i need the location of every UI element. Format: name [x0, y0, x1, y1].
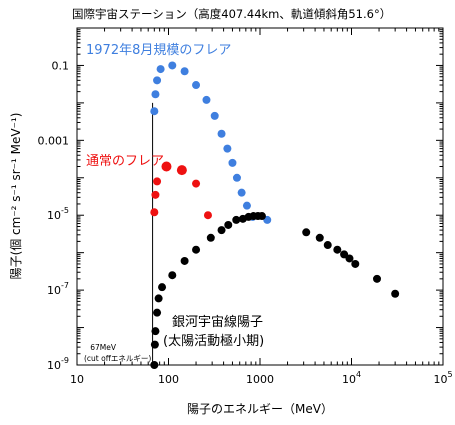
data-point [391, 289, 400, 298]
data-points [150, 61, 400, 369]
x-tick-label: 1000 [246, 373, 274, 386]
data-point [151, 90, 160, 99]
data-point [315, 233, 324, 242]
data-point [153, 76, 162, 85]
data-point [242, 201, 251, 210]
data-point [168, 61, 177, 70]
data-point [206, 233, 215, 242]
data-point [180, 67, 189, 76]
data-point [345, 254, 354, 263]
y-tick-label: 10-5 [47, 206, 69, 222]
data-point [223, 144, 232, 153]
data-point [176, 165, 187, 176]
data-point [156, 65, 165, 74]
data-point [150, 361, 159, 369]
data-point [151, 327, 160, 336]
data-point [210, 111, 219, 120]
y-tick-label: 0.001 [38, 134, 70, 147]
data-point [373, 274, 382, 283]
data-point [217, 226, 226, 235]
data-point [224, 220, 233, 229]
cutoff-note: (cut offエネルギー) [84, 354, 151, 363]
data-point [151, 190, 160, 199]
data-point [150, 107, 159, 116]
x-tick-label: 105 [433, 370, 452, 386]
data-point [333, 245, 342, 254]
series-label-gcr-note: (太陽活動極小期) [163, 333, 264, 349]
cutoff-marker: 67MeV (cut offエネルギー) [84, 102, 154, 365]
chart-title: 国際宇宙ステーション（高度407.44km、軌道傾斜角51.6°） [72, 7, 391, 21]
x-tick-label: 100 [158, 373, 179, 386]
data-point [153, 177, 162, 186]
y-tick-label: 10-9 [47, 356, 69, 372]
data-point [192, 245, 201, 254]
data-point [154, 294, 163, 303]
data-point [232, 215, 241, 224]
data-point [202, 95, 211, 104]
data-point [168, 271, 177, 280]
y-tick-label: 10-7 [47, 281, 69, 297]
data-point [150, 340, 159, 349]
data-point [180, 256, 189, 265]
x-axis-label: 陽子のエネルギー（MeV） [187, 402, 333, 416]
data-point [158, 283, 167, 292]
data-point [237, 188, 246, 197]
cutoff-label: 67MeV [90, 343, 117, 352]
axis-ticks: 10 100 1000 104 105 10-9 10-7 10-5 0.001 0.1 [38, 28, 453, 386]
data-point [203, 211, 212, 220]
data-point [153, 308, 162, 317]
data-point [302, 228, 311, 237]
y-tick-label: 0.1 [52, 59, 70, 72]
series-label-gcr: 銀河宇宙線陽子 [172, 314, 263, 330]
data-point [257, 212, 266, 221]
data-point [228, 158, 237, 167]
data-point [217, 129, 226, 138]
x-tick-label: 104 [342, 370, 361, 386]
series-label-normal-flare: 通常のフレア [86, 154, 164, 169]
data-point [351, 259, 360, 268]
data-point [192, 179, 201, 188]
data-point [150, 208, 159, 217]
series-label-large-flare: 1972年8月規模のフレア [86, 43, 231, 58]
data-point [192, 81, 201, 90]
x-tick-label: 10 [70, 373, 84, 386]
y-axis-label: 陽子(個 cm⁻² s⁻¹ sr⁻¹ MeV⁻¹) [9, 113, 23, 280]
data-point [323, 241, 332, 250]
data-point [161, 161, 172, 172]
data-point [232, 173, 241, 182]
